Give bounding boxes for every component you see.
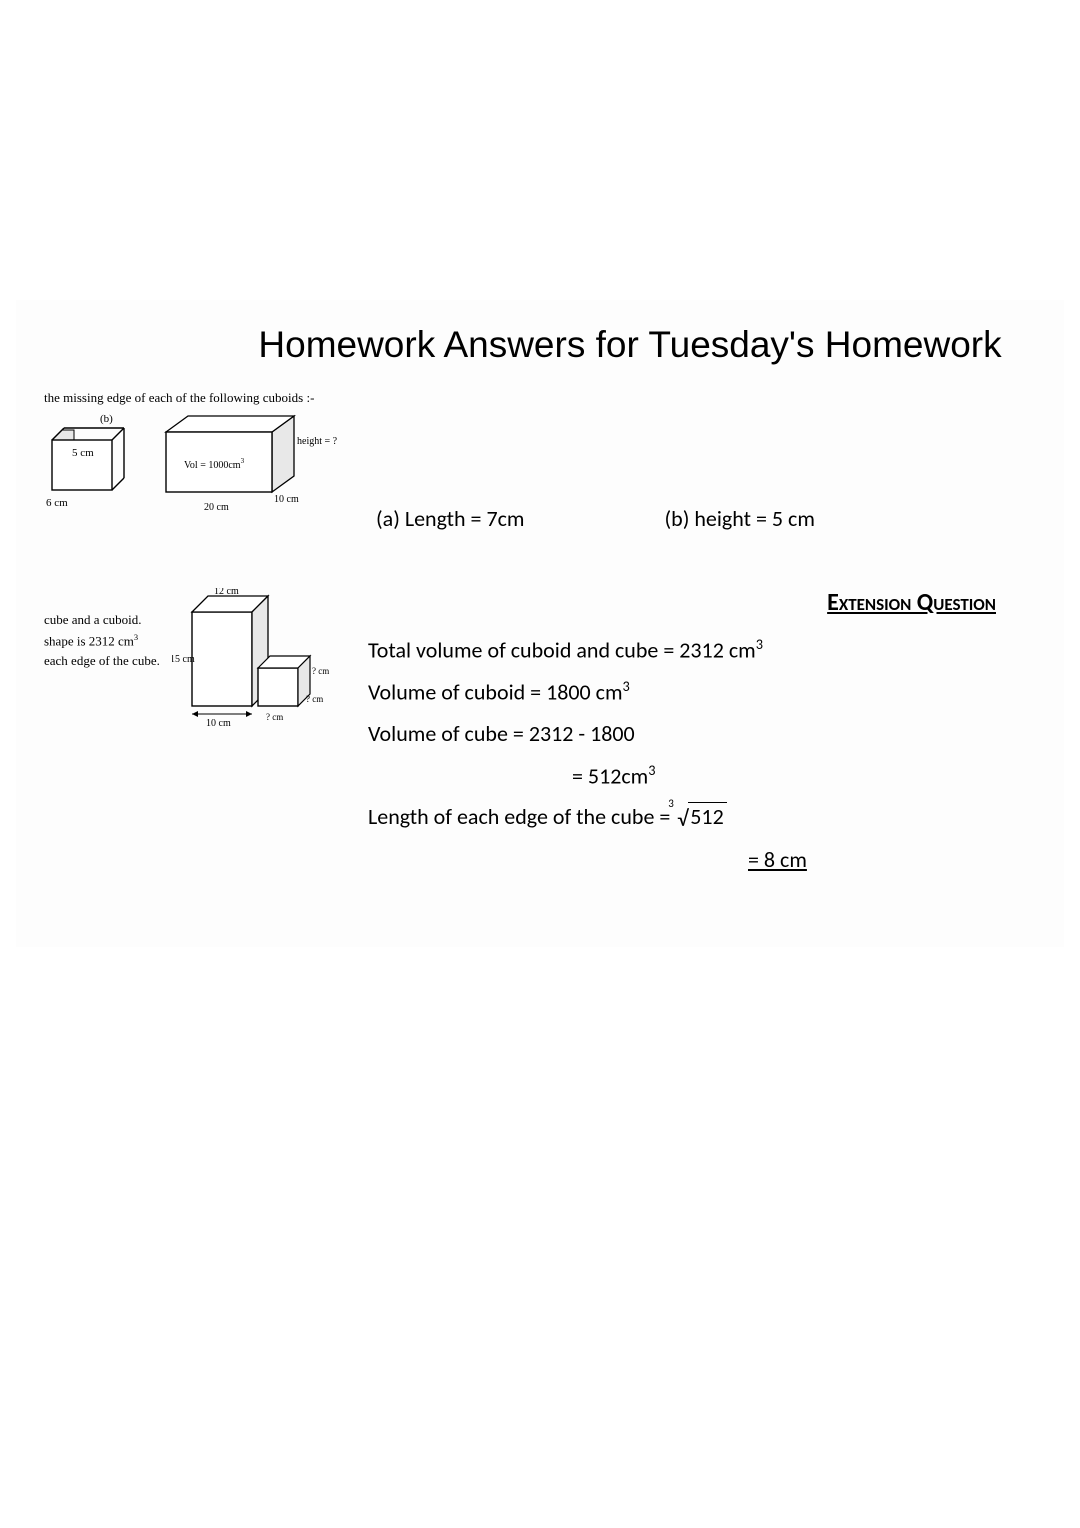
ext-q3: ? cm	[266, 712, 283, 722]
note-line-1: cube and a cuboid.	[44, 612, 162, 628]
answers-row: (a) Length = 7cm (b) height = 5 cm	[368, 390, 815, 532]
answer-b: (b) height = 5 cm	[665, 505, 815, 532]
extension-left-column: cube and a cuboid. shape is 2312 cm3 eac…	[44, 588, 344, 887]
cuboid-b-diagram: Vol = 1000cm3 height = ? 10 cm 20 cm	[154, 412, 344, 532]
ext-dim-15: 15 cm	[172, 654, 195, 665]
extension-notes: cube and a cuboid. shape is 2312 cm3 eac…	[44, 588, 162, 673]
cube-root-icon: 3√512	[675, 803, 726, 832]
extension-heading: Extension Question	[368, 588, 1036, 617]
label-b: (b)	[100, 413, 113, 425]
work-line-5: Length of each edge of the cube = 3√512	[368, 803, 1036, 832]
height-label: height = ?	[297, 436, 338, 447]
ext-q2: ? cm	[306, 694, 323, 704]
instruction-text: the missing edge of each of the followin…	[44, 390, 344, 406]
answer-a: (a) Length = 7cm	[376, 505, 525, 532]
vol-label: Vol = 1000cm3	[184, 457, 245, 471]
work-line-2: Volume of cuboid = 1800 cm3	[368, 677, 1036, 705]
dim-5cm: 5 cm	[72, 447, 94, 459]
work-line-6: = 8 cm	[368, 846, 1036, 873]
dim-10cm: 10 cm	[274, 494, 299, 505]
work-line-3: Volume of cube = 2312 - 1800	[368, 720, 1036, 747]
dim-20cm: 20 cm	[204, 502, 229, 513]
figures-column: the missing edge of each of the followin…	[44, 390, 344, 532]
ext-q1: ? cm	[312, 666, 329, 676]
extension-working: Extension Question Total volume of cuboi…	[368, 588, 1036, 887]
dim-6cm: 6 cm	[46, 497, 68, 509]
page-title: Homework Answers for Tuesday's Homework	[224, 324, 1036, 366]
extension-diagram: 12 cm 15 cm 10 cm ? cm ? cm ? cm	[172, 588, 342, 738]
ext-dim-12: 12 cm	[214, 588, 239, 597]
section-missing-edge: the missing edge of each of the followin…	[44, 390, 1036, 532]
work-line-1: Total volume of cuboid and cube = 2312 c…	[368, 635, 1036, 663]
ext-dim-10: 10 cm	[206, 718, 231, 729]
section-extension: cube and a cuboid. shape is 2312 cm3 eac…	[44, 588, 1036, 887]
work-line-4: = 512cm3	[368, 761, 1036, 789]
cuboid-a-diagram: (b) 5 cm 6 cm	[44, 412, 136, 512]
note-line-3: each edge of the cube.	[44, 653, 162, 669]
note-line-2: shape is 2312 cm3	[44, 632, 162, 649]
worksheet-page: Homework Answers for Tuesday's Homework …	[16, 300, 1064, 947]
figure-row: (b) 5 cm 6 cm	[44, 412, 344, 532]
